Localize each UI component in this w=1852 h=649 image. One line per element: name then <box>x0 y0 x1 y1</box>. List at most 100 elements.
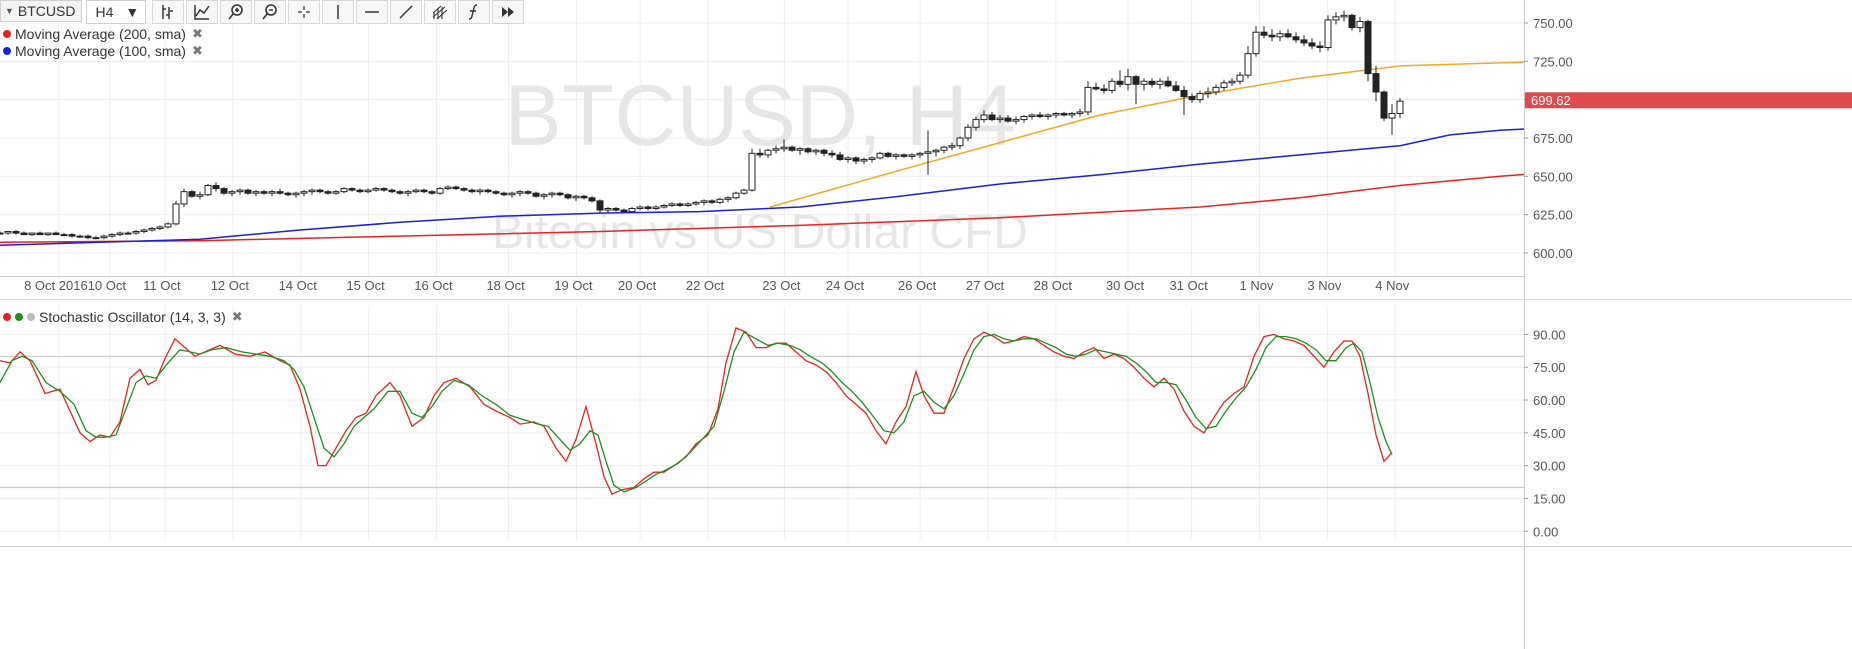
candle-body <box>236 189 244 193</box>
candle-body <box>76 235 84 238</box>
candle-body <box>884 152 892 157</box>
candle-body <box>252 191 260 194</box>
candle-body <box>44 232 52 236</box>
candle-body <box>1300 39 1308 44</box>
y-tick-label: 725.00 <box>1533 54 1573 69</box>
candle-body <box>756 152 764 156</box>
candle-body <box>1100 88 1108 91</box>
candle-body <box>4 231 12 234</box>
candle-body <box>1172 85 1180 91</box>
candle-body <box>276 191 284 194</box>
candle-body <box>540 194 548 197</box>
candle-body <box>1004 117 1012 122</box>
x-tick-label: 16 Oct <box>414 278 453 293</box>
candle-body <box>996 117 1004 121</box>
last-price-badge <box>1525 92 1852 109</box>
close-icon[interactable]: ✖ <box>231 309 243 324</box>
trend-line-button[interactable] <box>390 0 423 24</box>
candle-body <box>1148 80 1156 85</box>
interval-selector[interactable]: H4 ▼ <box>86 0 147 24</box>
x-tick-label: 4 Nov <box>1375 278 1409 293</box>
candle-body <box>1052 112 1060 116</box>
fib-button[interactable] <box>424 0 457 24</box>
candle-body <box>820 149 828 154</box>
candle-body <box>852 157 860 162</box>
x-tick-label: 1 Nov <box>1240 278 1274 293</box>
candle-body <box>148 227 156 231</box>
zoom-in-button[interactable] <box>220 0 253 24</box>
close-icon[interactable]: ✖ <box>191 43 203 58</box>
y-tick-label: 90.00 <box>1533 327 1566 342</box>
candle-body <box>428 191 436 194</box>
candle-body <box>924 151 932 154</box>
crosshair-button[interactable] <box>288 0 321 24</box>
candle-body <box>932 149 940 153</box>
x-tick-label: 27 Oct <box>966 278 1005 293</box>
vertical-line-button[interactable] <box>322 0 355 24</box>
fast-forward-button[interactable] <box>492 0 525 24</box>
candle-body <box>340 188 348 193</box>
candle-body <box>1180 89 1188 98</box>
candle-body <box>684 203 692 206</box>
candle-body <box>60 234 68 237</box>
horizontal-line-button[interactable] <box>356 0 389 24</box>
candle-body <box>836 154 844 160</box>
candle-body <box>724 197 732 200</box>
candle-body <box>356 189 364 193</box>
crosshair-icon <box>298 6 311 18</box>
candle-body <box>876 152 884 159</box>
x-tick-label: 15 Oct <box>346 278 385 293</box>
candle-body <box>308 189 316 193</box>
candle-body <box>228 191 236 194</box>
watermark-title: BTCUSD, H4 <box>504 68 1015 164</box>
candle-body <box>1236 74 1244 82</box>
candle-body <box>508 192 516 196</box>
candle-body <box>468 189 476 193</box>
candle-body <box>380 188 388 191</box>
interval-label: H4 <box>95 4 114 20</box>
candle-body <box>548 192 556 196</box>
close-icon[interactable]: ✖ <box>191 26 203 41</box>
candle-body <box>940 146 948 151</box>
candle-body <box>956 137 964 147</box>
candle-body <box>1212 86 1220 93</box>
candle-body <box>460 188 468 191</box>
candle-body <box>164 223 172 228</box>
candle-body <box>348 188 356 191</box>
zoom-out-button[interactable] <box>254 0 287 24</box>
bars-button[interactable] <box>152 0 185 24</box>
candle-body <box>1268 34 1276 38</box>
function-button[interactable] <box>458 0 491 24</box>
candle-body <box>1068 112 1076 116</box>
caret-down-icon: ▼ <box>125 4 140 20</box>
candle-body <box>908 154 916 157</box>
candle-body <box>292 192 300 196</box>
candle-body <box>396 191 404 194</box>
y-tick-label: 45.00 <box>1533 426 1566 441</box>
indicators-button[interactable] <box>186 0 219 24</box>
candle-body <box>980 114 988 121</box>
x-tick-label: 12 Oct <box>211 278 250 293</box>
ma100-label: Moving Average (100, sma) <box>15 43 186 59</box>
candle-body <box>900 154 908 157</box>
candle-body <box>524 191 532 194</box>
stochastic-series <box>0 327 1393 495</box>
chart-toolbar: ▼ BTCUSD H4 ▼ <box>0 0 526 26</box>
y-tick-label: 30.00 <box>1533 459 1566 474</box>
candle-body <box>588 197 596 202</box>
legend-ma200: Moving Average (200, sma) ✖ <box>3 26 203 42</box>
candle-body <box>68 234 76 237</box>
candle-body <box>20 232 28 236</box>
candle-body <box>644 206 652 210</box>
symbol-selector[interactable]: ▼ BTCUSD <box>0 0 83 22</box>
candle-body <box>1076 111 1084 114</box>
ma200-line <box>0 170 1561 244</box>
candle-body <box>476 189 484 193</box>
candle-body <box>388 189 396 193</box>
x-tick-label: 28 Oct <box>1034 278 1073 293</box>
candle-body <box>700 200 708 203</box>
candle-body <box>796 148 804 151</box>
caret-down-icon: ▼ <box>5 6 14 16</box>
candle-body <box>764 149 772 156</box>
